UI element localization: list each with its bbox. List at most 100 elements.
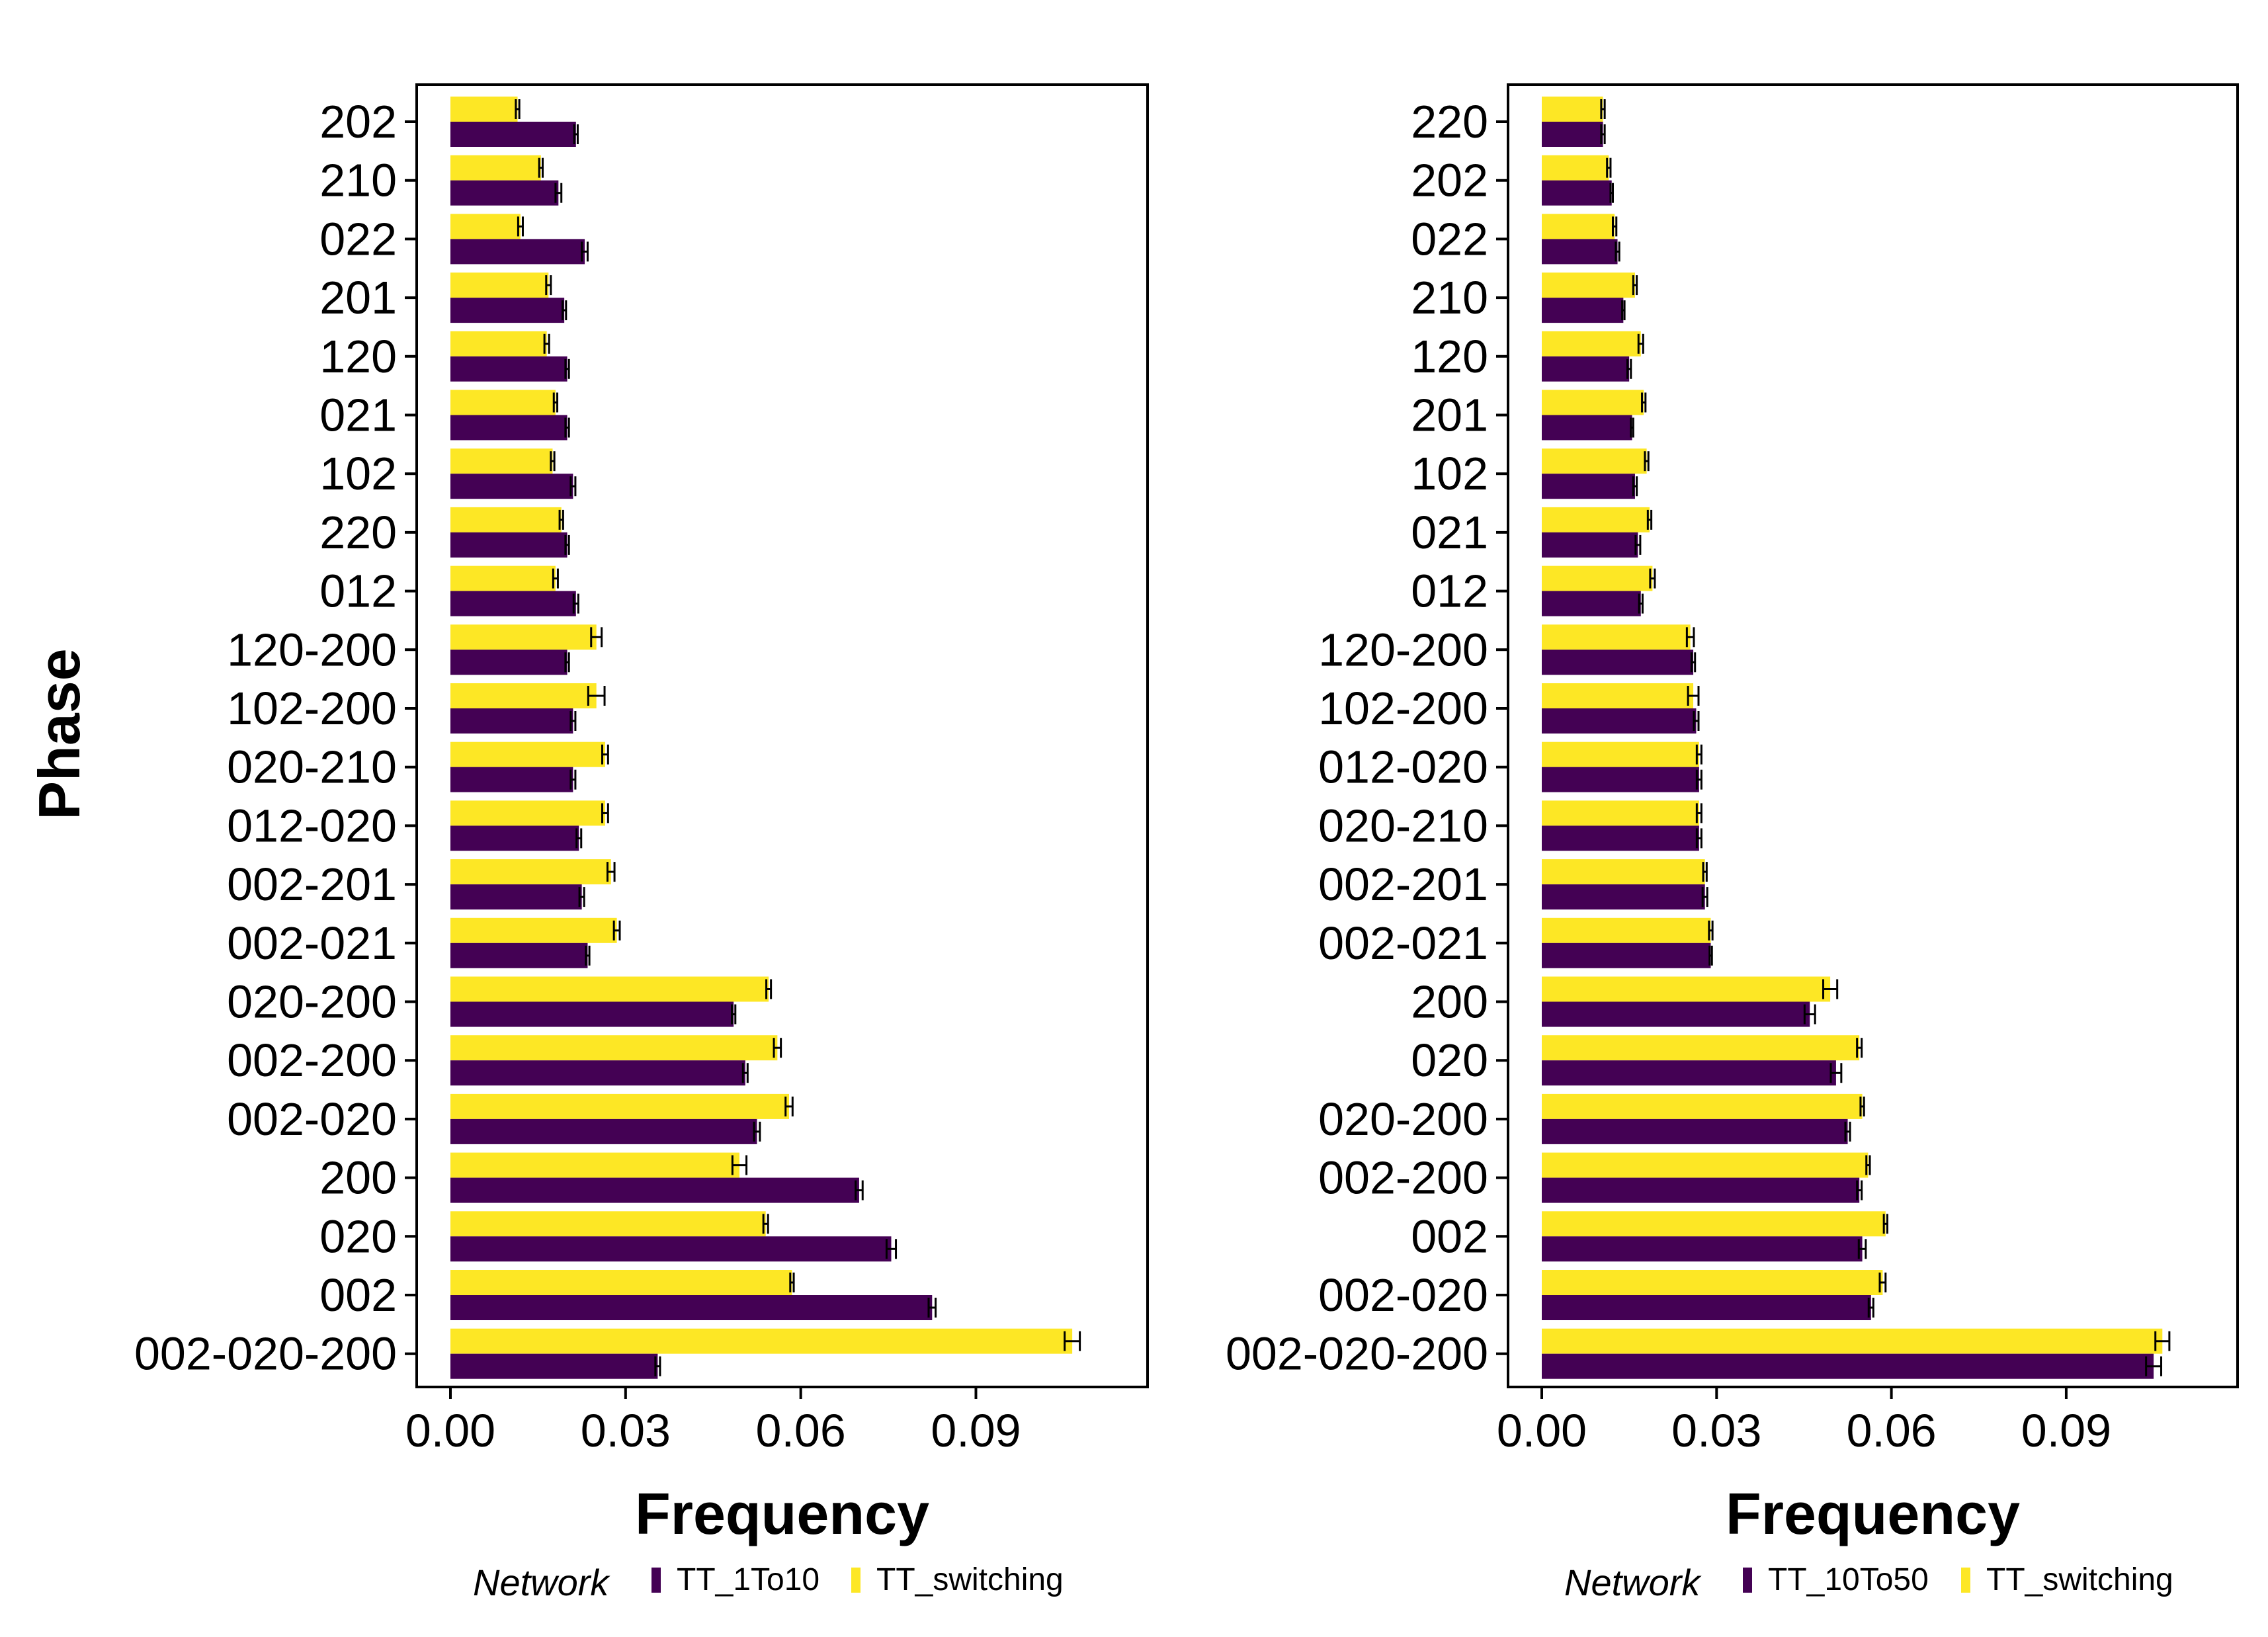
bar-TT_10To50-002-201 [1542, 884, 1705, 910]
bar-TT_switching-220 [450, 507, 562, 532]
bar-TT_10To50-220 [1542, 122, 1603, 147]
y-tick-label: 210 [1411, 272, 1488, 323]
error-bar [1695, 744, 1702, 765]
error-bar [543, 333, 550, 354]
y-tick-label: 020-210 [1318, 800, 1488, 851]
error-bar [573, 124, 579, 144]
x-tick-label: 0.09 [2021, 1405, 2111, 1456]
y-tick-label: 002-201 [227, 859, 397, 910]
bar-TT_10To50-002-021 [1542, 943, 1711, 968]
y-tick-label: 102-200 [1318, 683, 1488, 734]
error-bar [753, 1121, 761, 1142]
error-bar [1630, 417, 1634, 438]
error-bar [1064, 1331, 1081, 1351]
bar-TT_1To10-102-200 [450, 708, 573, 734]
bar-TT_10To50-002 [1542, 1236, 1863, 1262]
bar-TT_10To50-002-200 [1542, 1177, 1860, 1203]
error-bar [1829, 1063, 1843, 1083]
bar-TT_1To10-002 [450, 1295, 933, 1320]
bar-TT_10To50-002-020 [1542, 1295, 1871, 1320]
error-bar [1702, 862, 1708, 882]
error-bar [564, 417, 570, 438]
bar-TT_10To50-102 [1542, 474, 1635, 499]
legend-label: TT_1To10 [677, 1562, 819, 1597]
y-tick-label: 002 [1411, 1210, 1488, 1262]
bar-TT_10To50-020-210 [1542, 825, 1699, 851]
y-tick-label: 120 [319, 331, 397, 382]
error-bar [1856, 1180, 1863, 1200]
bar-TT_switching-002 [1542, 1211, 1886, 1237]
legend-label: TT_switching [876, 1562, 1064, 1597]
bar-TT_switching-120-200 [450, 624, 597, 650]
bar-TT_switching-102-200 [1542, 683, 1694, 708]
y-tick-label: 220 [1411, 96, 1488, 147]
error-bar [606, 862, 616, 882]
bar-TT_switching-022 [450, 214, 521, 239]
y-tick-label: 020 [1411, 1034, 1488, 1086]
y-tick-label: 102-200 [227, 683, 397, 734]
y-tick-label: 002-020-200 [1226, 1328, 1488, 1380]
bar-TT_1To10-012 [450, 591, 576, 616]
error-bar [784, 1096, 794, 1116]
y-axis-title: Phase [26, 648, 92, 819]
plot-frame [415, 83, 1149, 1388]
error-bar [730, 1004, 737, 1025]
bar-TT_switching-012 [450, 566, 556, 591]
bar-TT_switching-020-200 [450, 976, 769, 1002]
bar-TT_10To50-120-200 [1542, 650, 1694, 675]
y-tick-label: 220 [319, 507, 397, 558]
error-bar [1646, 509, 1653, 530]
error-bar [927, 1298, 937, 1318]
x-tick-label: 0.00 [1497, 1405, 1587, 1456]
bar-TT_10To50-102-200 [1542, 708, 1697, 734]
x-tick-label: 0.03 [1671, 1405, 1761, 1456]
bar-TT_switching-020-200 [1542, 1093, 1863, 1119]
bar-TT_switching-002-020 [450, 1093, 789, 1119]
bar-TT_10To50-012 [1542, 591, 1641, 616]
error-bar [587, 686, 606, 706]
error-bar [601, 803, 609, 823]
bar-TT_1To10-120 [450, 356, 567, 382]
y-tick-label: 002-201 [1318, 859, 1488, 910]
x-axis-title: Frequency [1726, 1481, 2020, 1546]
y-tick-label: 012 [1411, 566, 1488, 617]
error-bar [554, 183, 563, 203]
bar-TT_switching-201 [450, 273, 549, 298]
error-bar [585, 945, 591, 966]
plot-frame [1507, 83, 2239, 1388]
bar-TT_1To10-020 [450, 1236, 892, 1262]
error-bar [1867, 1298, 1874, 1318]
x-axis-title: Frequency [635, 1481, 929, 1546]
legend-title: Network [1564, 1562, 1702, 1603]
error-bar [1609, 183, 1614, 203]
y-tick-label: 021 [319, 390, 397, 441]
bar-TT_1To10-102 [450, 474, 573, 499]
error-bar [1695, 803, 1702, 823]
error-bar [569, 711, 577, 731]
bar-TT_1To10-201 [450, 298, 565, 323]
y-tick-label: 022 [319, 213, 397, 265]
legend-label: TT_switching [1986, 1562, 2173, 1597]
bar-TT_switching-002-200 [1542, 1152, 1869, 1178]
bar-TT_switching-200 [450, 1152, 739, 1178]
y-tick-label: 002-020-200 [134, 1328, 397, 1380]
error-bar [1803, 1004, 1816, 1025]
bar-TT_switching-020-210 [1542, 800, 1699, 826]
error-bar [1857, 1239, 1867, 1259]
bar-TT_switching-012-020 [450, 800, 605, 826]
error-bar [1708, 920, 1714, 941]
bar-TT_switching-120 [1542, 331, 1641, 357]
bar-TT_1To10-020-210 [450, 767, 573, 792]
error-bar [1615, 241, 1620, 262]
y-tick-label: 002-020 [1318, 1269, 1488, 1321]
error-bar [773, 1038, 782, 1058]
error-bar [789, 1273, 795, 1292]
error-bar [1632, 476, 1638, 497]
error-bar [561, 300, 567, 321]
bar-TT_switching-102 [1542, 448, 1647, 474]
error-bar [538, 157, 544, 178]
bar-TT_switching-120 [450, 331, 547, 357]
bar-TT_switching-002-021 [450, 917, 617, 943]
error-bar [1878, 1273, 1887, 1292]
error-bar [2154, 1331, 2171, 1351]
